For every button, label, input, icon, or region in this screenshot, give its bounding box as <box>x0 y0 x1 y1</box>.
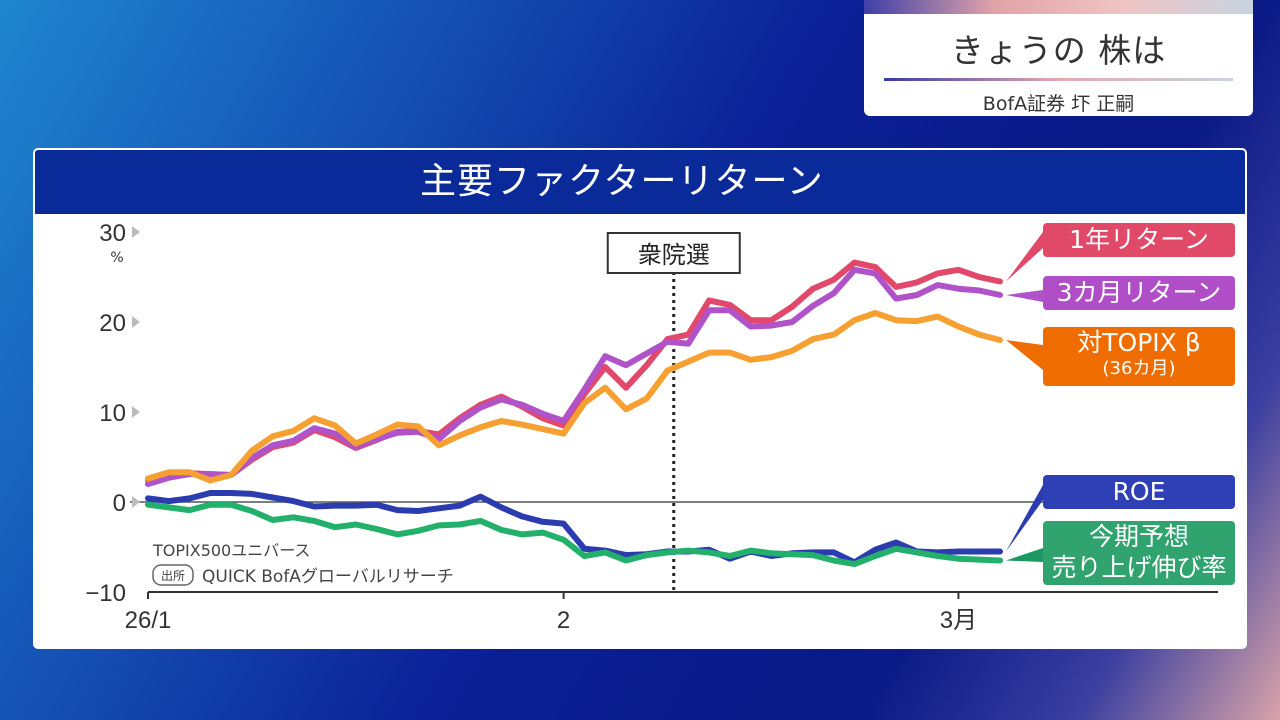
legend-pointer <box>1006 485 1043 552</box>
legend-pointer <box>1006 290 1043 302</box>
legend-pointer <box>1006 340 1043 370</box>
legend-subtext: (36カ月) <box>1102 358 1176 379</box>
source-text: QUICK BofAグローバルリサーチ <box>202 567 454 587</box>
legend-text: 今期予想 <box>1088 522 1189 551</box>
x-tick-label: 2 <box>557 607 570 634</box>
source-tag-box <box>152 564 194 586</box>
y-tick-marker <box>132 496 140 508</box>
legend-text: 3カ月リターン <box>1056 278 1222 307</box>
x-tick-label: 26/1 <box>125 607 172 634</box>
program-caption: きょうの 株は BofA証券 圷 正嗣 <box>864 0 1253 116</box>
legend-text: 1年リターン <box>1069 225 1209 254</box>
legend-label-3m: 3カ月リターン <box>1043 276 1235 310</box>
universe-note: TOPIX500ユニバース <box>152 541 310 560</box>
legend-text: 対TOPIX β <box>1077 328 1201 357</box>
legend-label-roe: ROE <box>1043 475 1235 509</box>
y-tick-label: 10 <box>99 400 126 427</box>
y-tick-label: 0 <box>113 490 126 517</box>
legend-label-beta: 対TOPIX β (36カ月) <box>1043 327 1235 386</box>
y-tick-label: 30 <box>99 220 126 247</box>
caption-title: きょうの 株は <box>950 31 1167 70</box>
legend-label-1y: 1年リターン <box>1043 223 1235 257</box>
y-unit-label: % <box>110 250 123 266</box>
source-tag: 出所 <box>161 569 185 583</box>
chart-title: 主要ファクターリターン <box>35 150 1245 214</box>
x-tick-label: 3月 <box>940 607 977 634</box>
series-line-0 <box>145 259 1003 484</box>
y-tick-marker <box>132 316 140 328</box>
legend-pointer <box>1006 548 1043 562</box>
series-line-2 <box>145 310 1003 484</box>
election-label-box <box>606 232 741 274</box>
legend-subtext: 売り上げ伸び率 <box>1051 553 1227 582</box>
y-tick-marker <box>132 226 140 238</box>
legend-text: ROE <box>1112 477 1166 506</box>
caption-accent-bar <box>864 0 1253 14</box>
legend-pointer <box>1006 232 1043 282</box>
y-tick-label: 20 <box>99 310 126 337</box>
caption-divider <box>884 78 1233 81</box>
series-line-4 <box>145 501 1003 568</box>
series-line-1 <box>145 266 1003 487</box>
election-label: 衆院選 <box>638 241 710 269</box>
legend-label-sales-growth: 今期予想 売り上げ伸び率 <box>1043 521 1235 585</box>
y-tick-marker <box>132 406 140 418</box>
caption-guest: BofA証券 圷 正嗣 <box>982 93 1135 115</box>
y-tick-label: −10 <box>85 580 126 607</box>
